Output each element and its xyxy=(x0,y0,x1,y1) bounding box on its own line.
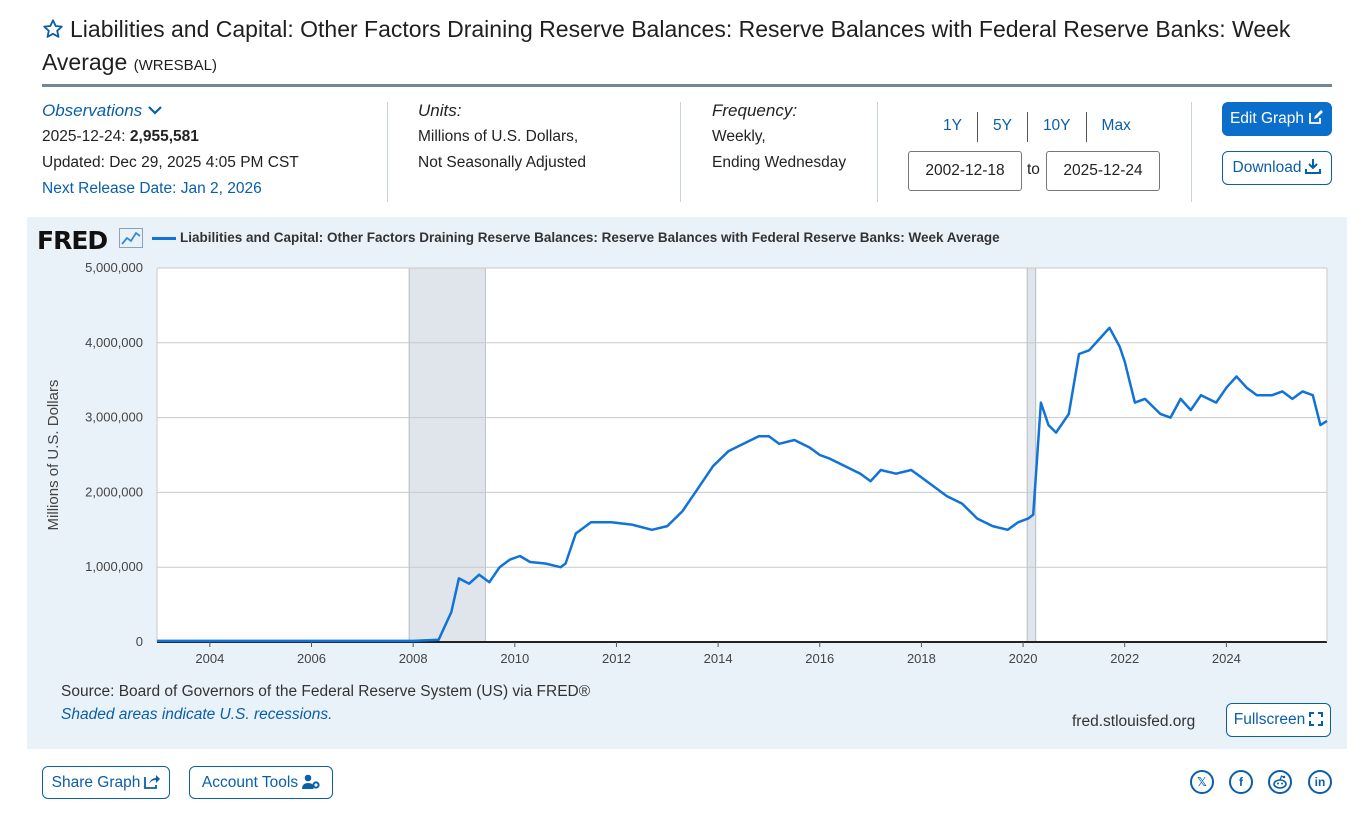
range-separator xyxy=(1085,112,1087,142)
y-tick-label: 3,000,000 xyxy=(85,410,143,425)
recession-note: Shaded areas indicate U.S. recessions. xyxy=(61,706,333,723)
end-date-input[interactable] xyxy=(1046,151,1160,191)
divider xyxy=(877,102,878,202)
frequency-line1: Weekly, xyxy=(712,128,766,145)
star-icon[interactable] xyxy=(42,17,64,47)
fullscreen-label: Fullscreen xyxy=(1233,711,1306,728)
start-date-input[interactable] xyxy=(908,151,1022,191)
frequency-label: Frequency: xyxy=(712,101,798,120)
page-title: Liabilities and Capital: Other Factors D… xyxy=(42,14,1332,81)
y-axis-label: Millions of U.S. Dollars xyxy=(45,380,62,531)
range-5y-button[interactable]: 5Y xyxy=(992,117,1012,134)
range-1y-button[interactable]: 1Y xyxy=(943,117,962,134)
download-icon xyxy=(1305,154,1322,186)
range-separator xyxy=(1026,112,1028,142)
units-line1: Millions of U.S. Dollars, xyxy=(418,128,579,145)
line-chart[interactable]: 0 1,000,000 2,000,000 3,000,000 4,000,000 5,0… xyxy=(27,217,1347,677)
x-tick-label: 2022 xyxy=(1110,651,1139,666)
range-max-button[interactable]: Max xyxy=(1101,117,1131,134)
account-tools-button[interactable]: Account Tools xyxy=(189,766,333,799)
linkedin-icon[interactable]: in xyxy=(1308,770,1332,794)
facebook-icon[interactable]: f xyxy=(1229,770,1253,794)
x-tick-label: 2024 xyxy=(1212,651,1241,666)
next-release-link[interactable]: Next Release Date: Jan 2, 2026 xyxy=(42,180,262,197)
divider xyxy=(1191,102,1192,202)
x-tick-label: 2006 xyxy=(297,651,326,666)
source-text: Source: Board of Governors of the Federa… xyxy=(61,683,591,700)
plot-area xyxy=(157,268,1327,642)
x-tick-label: 2014 xyxy=(704,651,733,666)
x-tick-label: 2008 xyxy=(399,651,428,666)
recession-band xyxy=(1026,267,1037,643)
range-buttons: 1Y 5Y 10Y Max xyxy=(928,112,1146,142)
fred-logo: FRED xyxy=(37,226,108,255)
share-icon xyxy=(144,769,161,800)
series-line[interactable] xyxy=(157,326,1328,643)
x-icon[interactable]: 𝕏 xyxy=(1190,770,1214,794)
series-title: Liabilities and Capital: Other Factors D… xyxy=(42,16,1291,75)
latest-observation: 2025-12-24: 2,955,581 xyxy=(42,124,299,150)
to-label: to xyxy=(1027,161,1040,178)
range-10y-button[interactable]: 10Y xyxy=(1042,117,1071,134)
x-tick-label: 2018 xyxy=(907,651,936,666)
download-button[interactable]: Download xyxy=(1222,151,1332,185)
y-tick-label: 1,000,000 xyxy=(85,559,143,574)
x-tick-label: 2010 xyxy=(500,651,529,666)
x-tick-label: 2016 xyxy=(805,651,834,666)
x-tick-label: 2004 xyxy=(195,651,224,666)
fullscreen-icon xyxy=(1309,706,1324,738)
title-divider xyxy=(42,84,1332,87)
account-tools-label: Account Tools xyxy=(201,774,299,791)
fred-chart-icon xyxy=(119,228,143,253)
divider xyxy=(387,102,388,202)
y-tick-label: 5,000,000 xyxy=(85,260,143,275)
y-tick-label: 0 xyxy=(136,634,143,649)
download-label: Download xyxy=(1232,159,1302,176)
edit-icon xyxy=(1308,104,1324,138)
observations-toggle[interactable]: Observations xyxy=(42,98,299,124)
y-tick-label: 4,000,000 xyxy=(85,335,143,350)
reddit-icon[interactable] xyxy=(1268,770,1292,794)
divider xyxy=(680,102,681,202)
legend-swatch xyxy=(152,237,176,240)
observation-date: 2025-12-24: xyxy=(42,128,126,145)
x-tick-label: 2020 xyxy=(1009,651,1038,666)
fullscreen-button[interactable]: Fullscreen xyxy=(1226,703,1331,737)
units-line2: Not Seasonally Adjusted xyxy=(418,154,587,171)
edit-graph-button[interactable]: Edit Graph xyxy=(1222,102,1332,136)
units-block: Units: Millions of U.S. Dollars, Not Sea… xyxy=(418,98,586,176)
frequency-block: Frequency: Weekly, Ending Wednesday xyxy=(712,98,846,176)
range-separator xyxy=(976,112,978,142)
user-gear-icon xyxy=(302,769,320,800)
chevron-down-icon xyxy=(148,106,162,115)
observations-block: Observations 2025-12-24: 2,955,581 Updat… xyxy=(42,98,299,202)
units-label: Units: xyxy=(418,101,462,120)
legend-label: Liabilities and Capital: Other Factors D… xyxy=(180,230,1000,245)
share-graph-label: Share Graph xyxy=(51,774,141,791)
edit-graph-label: Edit Graph xyxy=(1229,110,1305,127)
series-id: (WRESBAL) xyxy=(133,57,217,74)
share-graph-button[interactable]: Share Graph xyxy=(42,766,170,799)
fred-url: fred.stlouisfed.org xyxy=(1072,713,1196,730)
x-tick-label: 2012 xyxy=(602,651,631,666)
recession-band xyxy=(408,267,486,643)
observation-value: 2,955,581 xyxy=(129,128,199,145)
y-tick-label: 2,000,000 xyxy=(85,484,143,499)
updated-text: Updated: Dec 29, 2025 4:05 PM CST xyxy=(42,154,299,171)
frequency-line2: Ending Wednesday xyxy=(712,154,847,171)
